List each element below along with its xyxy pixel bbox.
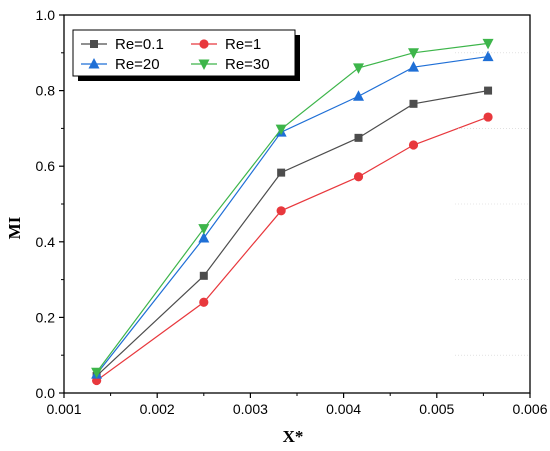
legend: Re=0.1 Re=1 Re=20 Re=30 xyxy=(72,29,300,81)
data-point xyxy=(275,124,287,136)
data-point xyxy=(198,224,210,235)
data-point xyxy=(353,90,365,101)
legend-marker xyxy=(88,58,100,69)
x-tick-label: 0.001 xyxy=(46,401,81,417)
y-axis-title: MI xyxy=(5,216,24,239)
y-tick-label: 0.4 xyxy=(36,234,56,250)
legend-label: Re=1 xyxy=(225,36,261,53)
legend-marker xyxy=(90,40,98,48)
y-tick-label: 0.6 xyxy=(36,158,56,174)
series-line xyxy=(96,55,489,375)
legend-label: Re=30 xyxy=(225,56,270,73)
y-tick-label: 0.0 xyxy=(36,385,56,401)
x-tick-label: 0.006 xyxy=(512,401,547,417)
legend-label: Re=20 xyxy=(115,56,160,73)
data-point xyxy=(409,99,418,108)
series-line xyxy=(96,90,489,377)
data-point xyxy=(276,206,286,216)
x-tick-label: 0.003 xyxy=(233,401,268,417)
x-tick-label: 0.005 xyxy=(419,401,454,417)
data-point xyxy=(408,140,419,150)
data-point xyxy=(482,50,494,62)
legend-label: Re=0.1 xyxy=(115,36,164,53)
y-tick-label: 0.8 xyxy=(36,83,56,99)
series-line xyxy=(96,42,489,373)
legend-box xyxy=(72,29,296,77)
y-tick-label: 1.0 xyxy=(36,7,56,23)
data-point xyxy=(408,61,419,72)
data-point xyxy=(353,63,365,74)
legend-marker xyxy=(198,59,210,70)
data-point xyxy=(91,367,103,379)
x-axis-title: X* xyxy=(283,427,304,446)
data-point xyxy=(408,48,419,59)
axes: 0.001 0.002 0.003 0.004 0.005 0.006 0.0 0.2 0.4 0… xyxy=(36,7,548,417)
y-tick-label: 0.2 xyxy=(36,309,56,325)
data-point xyxy=(277,168,286,177)
series-line xyxy=(96,116,489,382)
x-tick-label: 0.002 xyxy=(140,401,175,417)
plot-area xyxy=(91,38,494,386)
data-point xyxy=(482,38,494,50)
x-tick-label: 0.004 xyxy=(326,401,361,417)
data-point xyxy=(353,172,364,182)
data-point xyxy=(484,86,493,95)
data-point xyxy=(354,133,363,142)
data-point xyxy=(483,112,493,122)
data-point xyxy=(199,297,209,307)
legend-marker xyxy=(199,39,209,49)
data-point xyxy=(199,271,208,280)
data-point xyxy=(198,232,210,243)
